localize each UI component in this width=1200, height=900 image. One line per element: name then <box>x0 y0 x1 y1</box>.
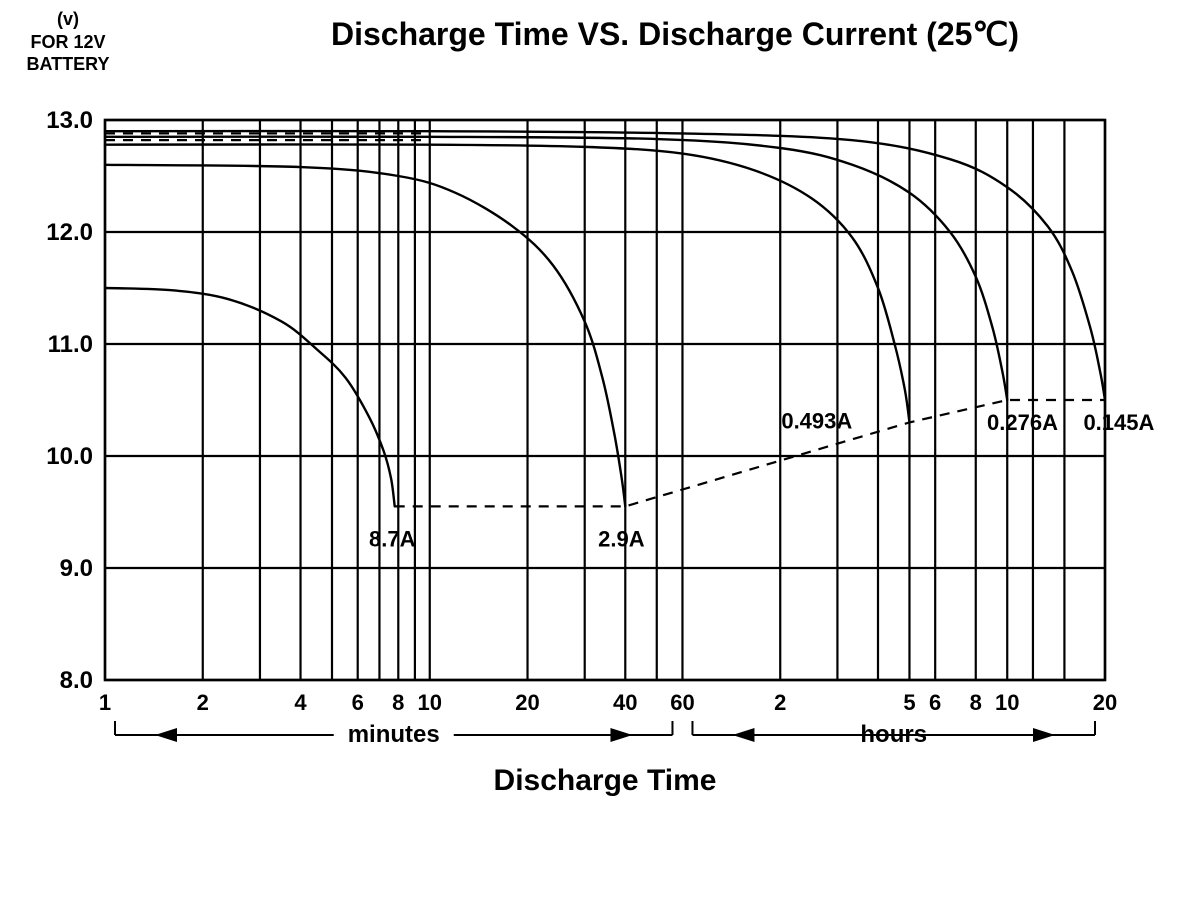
discharge-curve <box>105 131 1105 400</box>
xtick-label: 4 <box>294 690 307 715</box>
xtick-label: 2 <box>197 690 209 715</box>
chart-title: Discharge Time VS. Discharge Current (25… <box>331 16 1019 52</box>
ytick-label: 12.0 <box>46 219 93 246</box>
xtick-label: 20 <box>1093 690 1117 715</box>
curve-label: 0.145A <box>1083 410 1154 435</box>
curve-label: 8.7A <box>369 526 416 551</box>
y-unit: (v) <box>57 9 79 29</box>
xtick-label: 5 <box>903 690 915 715</box>
curve-label: 0.276A <box>987 410 1058 435</box>
xtick-label: 1 <box>99 690 111 715</box>
xtick-label: 40 <box>613 690 637 715</box>
y-battery: BATTERY <box>27 54 110 74</box>
ytick-label: 9.0 <box>60 555 93 582</box>
arrow-left-icon <box>155 728 177 742</box>
arrow-left-icon <box>732 728 754 742</box>
xtick-label: 8 <box>970 690 982 715</box>
discharge-curve <box>105 144 909 422</box>
x-axis-title: Discharge Time <box>494 764 717 797</box>
y-for12v: FOR 12V <box>30 32 105 52</box>
xtick-label: 10 <box>418 690 442 715</box>
ytick-label: 13.0 <box>46 107 93 134</box>
minutes-label: minutes <box>348 721 440 748</box>
ytick-label: 10.0 <box>46 443 93 470</box>
curve-label: 0.493A <box>781 408 852 433</box>
ytick-label: 8.0 <box>60 667 93 694</box>
xtick-label: 6 <box>929 690 941 715</box>
arrow-right-icon <box>1033 728 1055 742</box>
arrow-right-icon <box>610 728 632 742</box>
hours-label: hours <box>860 721 927 748</box>
xtick-label: 2 <box>774 690 786 715</box>
xtick-label: 20 <box>515 690 539 715</box>
xtick-label: 6 <box>352 690 364 715</box>
xtick-label: 60 <box>670 690 694 715</box>
xtick-label: 8 <box>392 690 404 715</box>
discharge-curve <box>105 288 395 506</box>
ytick-label: 11.0 <box>48 331 93 358</box>
xtick-label: 10 <box>995 690 1019 715</box>
curve-label: 2.9A <box>598 526 645 551</box>
plot-border <box>105 120 1105 680</box>
